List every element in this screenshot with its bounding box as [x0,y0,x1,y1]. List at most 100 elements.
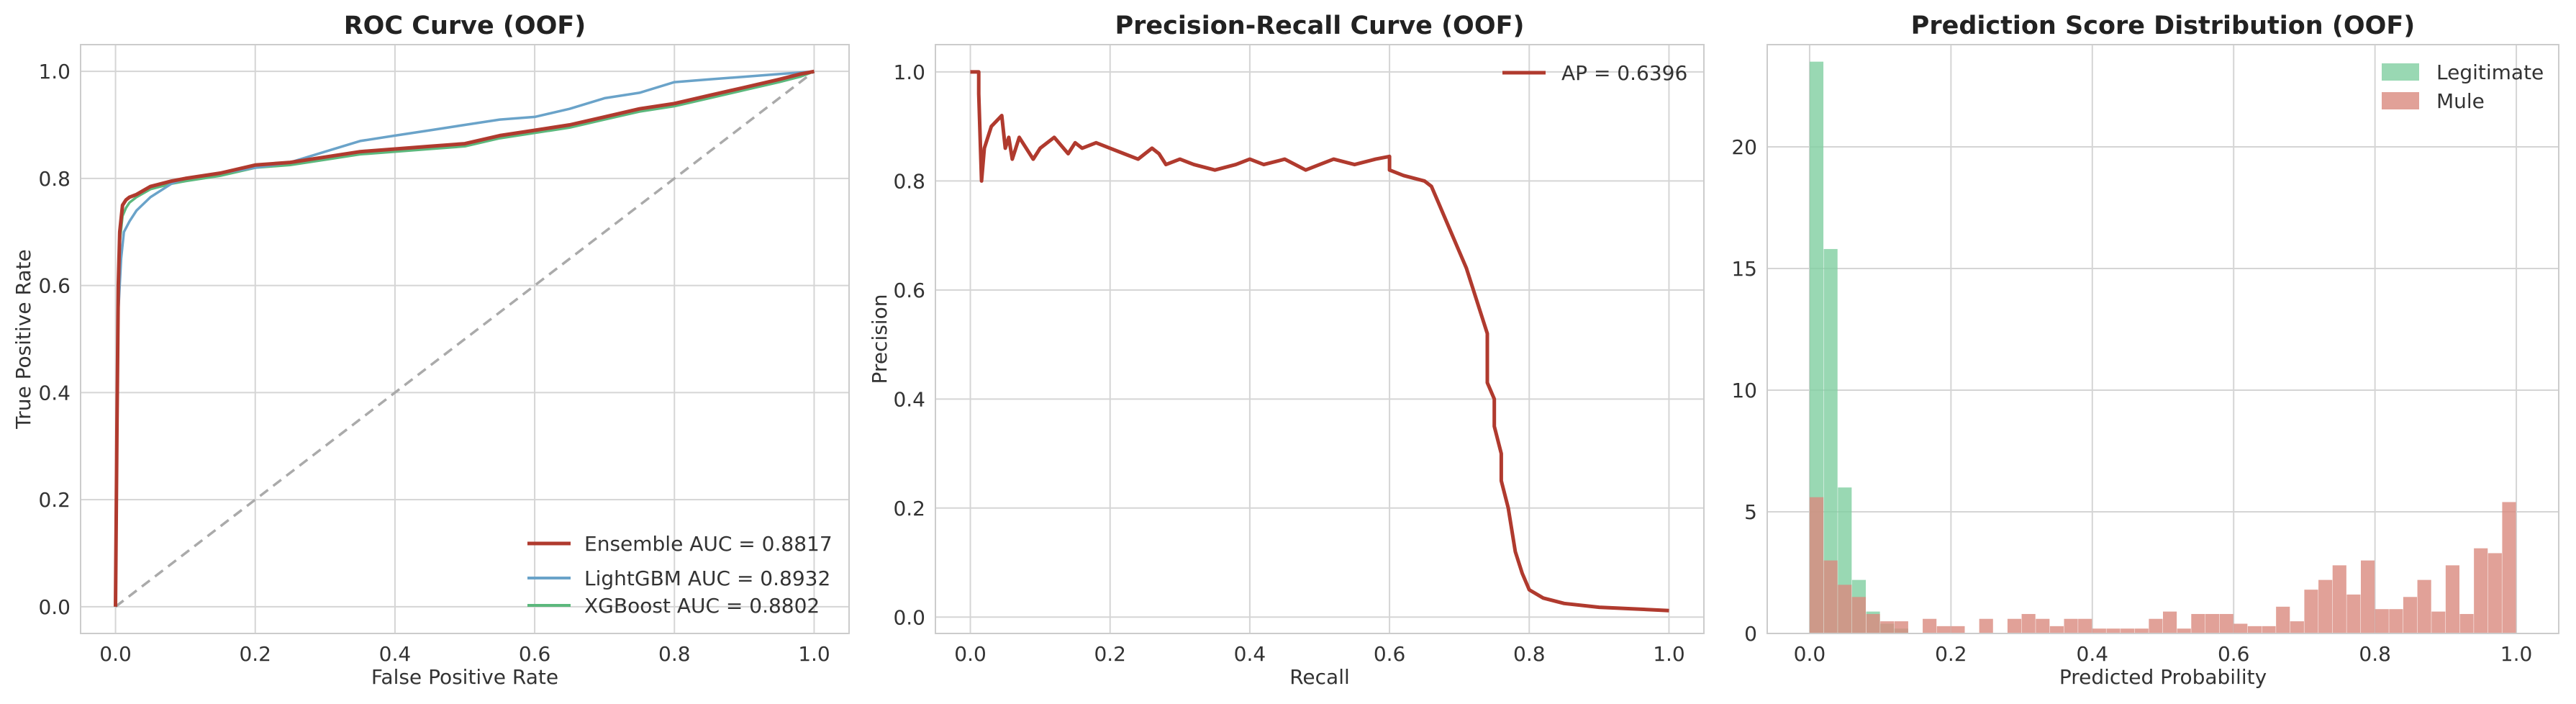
x-tick-label: 0.6 [519,642,551,666]
hist-bar-mule [2417,579,2431,633]
x-tick-label: 0.0 [1794,642,1826,666]
hist-bar-mule [1851,597,1866,633]
hist-bar-mule [1866,613,1880,633]
hist-bar-mule [2474,548,2488,633]
hist-bar-mule [2205,613,2220,633]
hist-bar-mule [2247,626,2262,633]
hist-bar-mule [1951,626,1965,633]
x-tick-label: 0.2 [239,642,271,666]
y-tick-label: 0.8 [38,167,71,191]
x-tick-label: 1.0 [1653,642,1685,666]
pr-title: Precision-Recall Curve (OOF) [1115,12,1525,40]
y-tick-label: 0.2 [38,488,71,512]
hist-bar-mule [1809,497,1824,633]
y-tick-label: 1.0 [893,60,925,84]
x-tick-label: 0.2 [1094,642,1126,666]
hist-bar-mule [2149,618,2163,633]
x-tick-label: 0.0 [954,642,987,666]
y-tick-label: 0 [1744,622,1757,646]
dist-x-ticks: 0.0 0.2 0.4 0.6 0.8 1.0 [1794,642,2533,666]
roc-title: ROC Curve (OOF) [344,12,586,40]
y-tick-label: 20 [1731,135,1757,159]
hist-bar-mule [1894,621,1908,633]
pr-series [970,70,1669,613]
hist-bar-mule [2361,560,2375,633]
y-tick-label: 15 [1731,257,1757,281]
series-line-lightgbm [114,70,815,607]
hist-bar-mule [2049,626,2064,633]
y-tick-label: 0.4 [893,387,925,411]
hist-bar-mule [2502,502,2516,633]
legend-label-ensemble: Ensemble AUC = 0.8817 [584,532,833,556]
hist-bar-mule [2021,613,2036,633]
pr-grid [935,45,1704,633]
hist-bar-mule [2092,628,2106,633]
dist-panel: 0.0 0.2 0.4 0.6 0.8 1.0 0 5 10 15 20 Prediction S… [1731,12,2559,689]
x-tick-label: 0.6 [2218,642,2250,666]
hist-bar-mule [2036,618,2050,633]
hist-bar-mule [2163,611,2177,633]
hist-bar-mule [2403,597,2418,633]
hist-bar-mule [2191,613,2205,633]
series-line-xgboost [114,70,815,607]
x-tick-label: 1.0 [2500,642,2533,666]
roc-series [114,69,815,608]
y-tick-label: 0.6 [893,279,925,302]
y-tick-label: 5 [1744,500,1757,524]
dist-grid [1767,45,2559,634]
roc-x-label: False Positive Rate [371,665,558,689]
hist-bar-mule [2134,628,2149,633]
hist-bar-mule [2375,609,2389,633]
pr-y-label: Precision [868,294,892,384]
legend-swatch-legitimate [2382,63,2419,81]
hist-bar-mule [2487,553,2502,633]
hist-bar-mule [2078,618,2092,633]
hist-bar-mule [2233,623,2248,633]
dist-series [1809,61,2516,634]
x-tick-label: 0.4 [2077,642,2109,666]
hist-bar-mule [2290,621,2304,633]
hist-bar-legit [1809,61,1824,634]
hist-bar-mule [2007,618,2022,633]
y-tick-label: 0.2 [893,497,925,520]
hist-bar-mule [2219,613,2233,633]
roc-plot-frame [80,44,850,634]
roc-x-ticks: 0.0 0.2 0.4 0.6 0.8 1.0 [99,642,830,666]
x-tick-label: 0.0 [99,642,132,666]
hist-bar-mule [2431,611,2446,633]
hist-bar-mule [2304,590,2318,633]
dist-y-ticks: 0 5 10 15 20 [1731,135,1757,646]
series-line-pr [970,70,1669,613]
y-tick-label: 0.8 [893,169,925,193]
hist-bar-mule [2276,606,2290,633]
hist-bar-mule [2262,626,2276,633]
x-tick-label: 0.2 [1935,642,1967,666]
hist-bar-mule [2445,565,2459,633]
x-tick-label: 0.8 [2359,642,2391,666]
y-tick-label: 0.0 [893,605,925,629]
hist-bar-mule [2332,565,2346,633]
hist-bar-mule [1923,618,1937,633]
hist-bar-mule [2177,628,2191,633]
pr-panel: 0.0 0.2 0.4 0.6 0.8 1.0 0.0 0.2 0.4 0.6 0.8 1.0 Pr… [868,12,1705,689]
y-tick-label: 0.6 [38,274,71,298]
y-tick-label: 1.0 [38,60,71,84]
x-tick-label: 0.8 [658,642,691,666]
legend-label-ap: AP = 0.6396 [1561,61,1687,85]
x-tick-label: 0.4 [1234,642,1266,666]
pr-x-label: Recall [1289,665,1350,689]
dist-x-label: Predicted Probability [2059,665,2267,689]
legend-label-mule: Mule [2436,89,2485,113]
hist-bar-mule [2459,613,2474,633]
hist-bar-mule [2121,628,2135,633]
x-tick-label: 0.4 [379,642,412,666]
x-tick-label: 0.8 [1513,642,1546,666]
roc-panel: 0.0 0.2 0.4 0.6 0.8 1.0 0.0 0.2 0.4 0.6 0.8 1.0 RO… [12,12,850,689]
hist-bar-mule [1979,618,1993,633]
hist-bar-mule [2318,579,2333,633]
dist-title: Prediction Score Distribution (OOF) [1911,12,2416,40]
legend-swatch-mule [2382,92,2419,109]
dist-plot-frame [1767,44,2559,634]
legend-label-legitimate: Legitimate [2436,60,2544,84]
